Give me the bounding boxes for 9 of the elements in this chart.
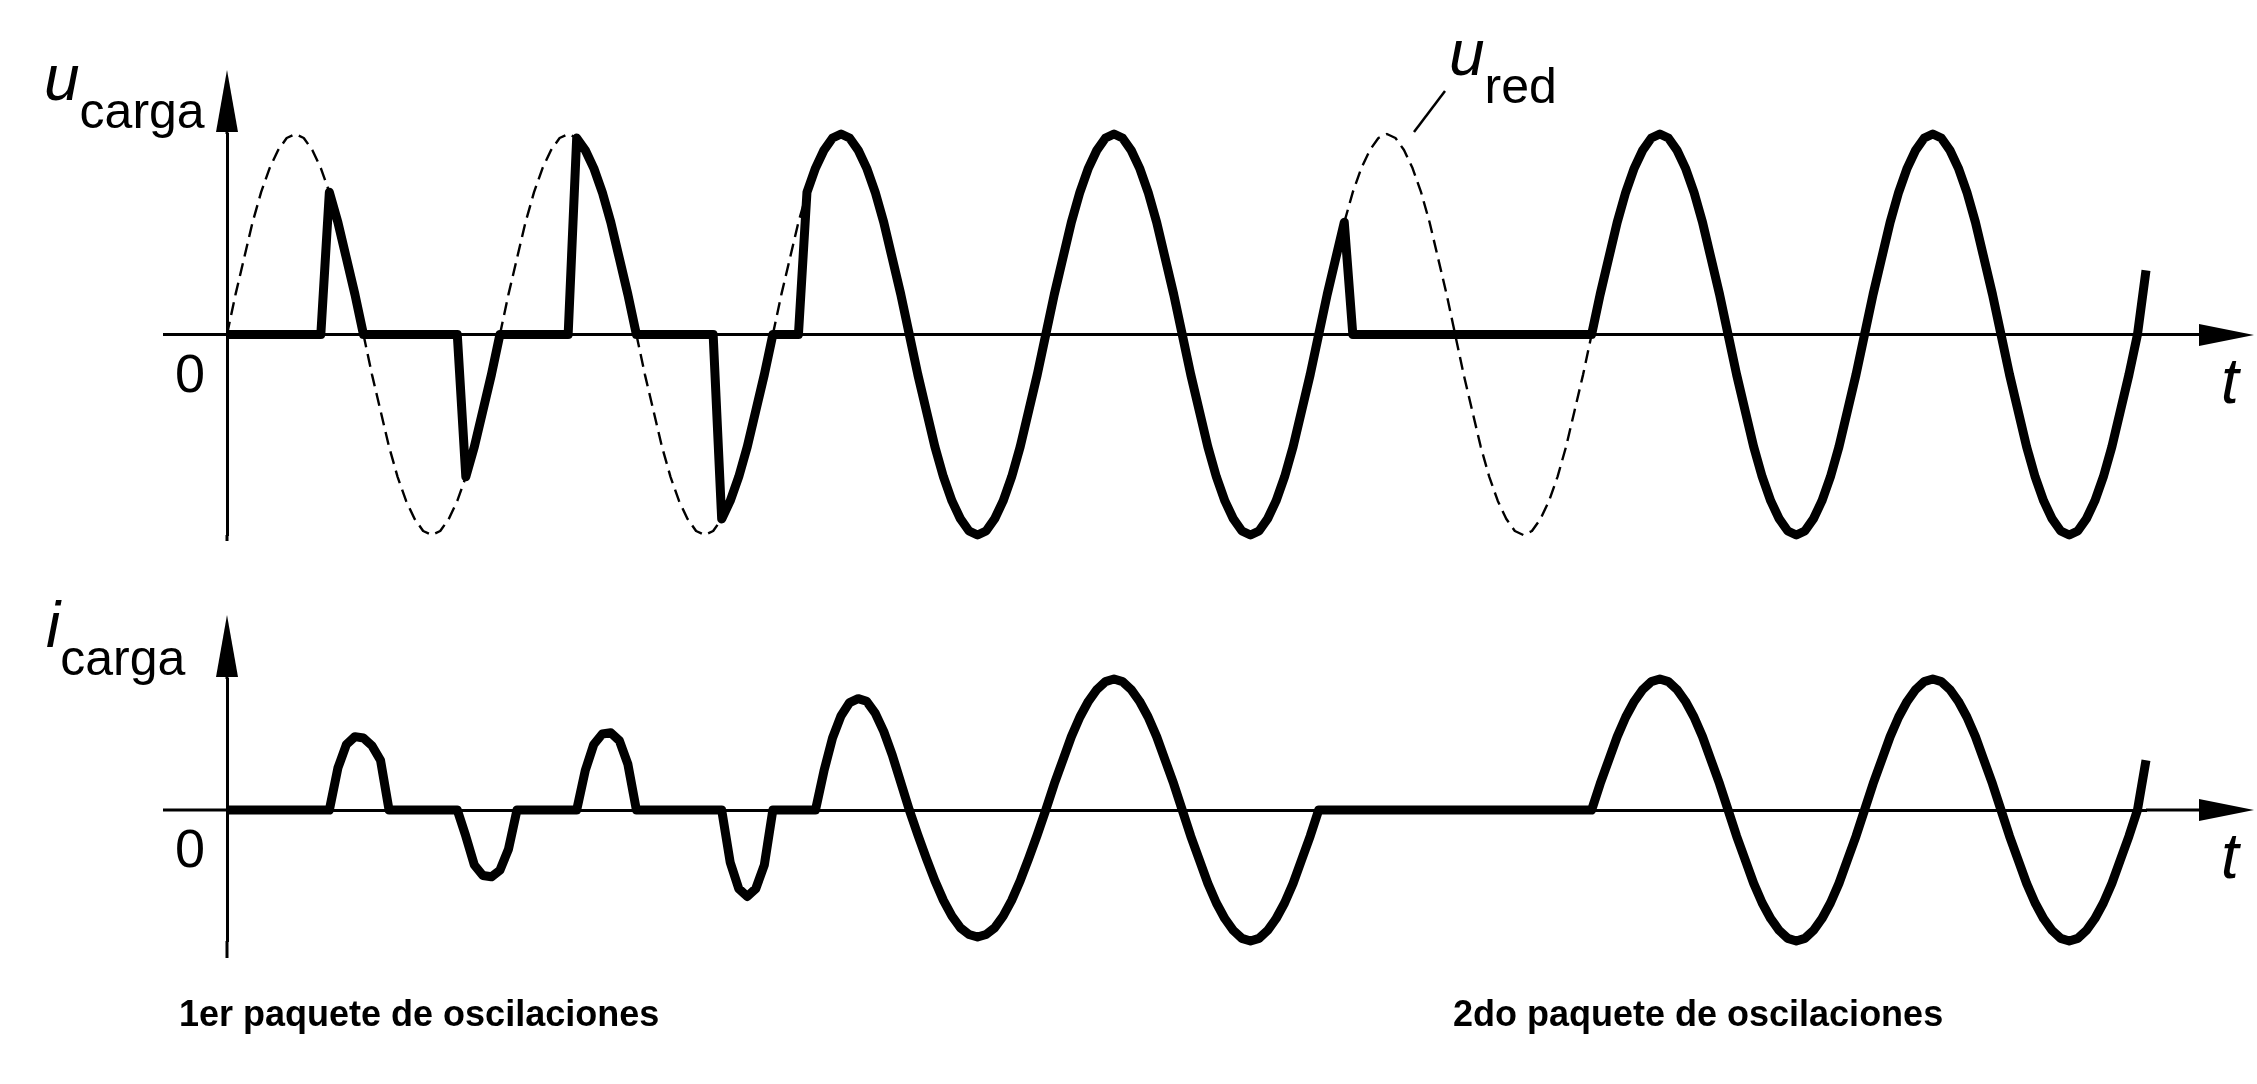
text: 0 — [175, 818, 206, 878]
text: 2do paquete de oscilaciones — [1453, 993, 1944, 1034]
y-axis-title: u$_{carga}$ — [44, 42, 205, 139]
y-axis-title: i$_{carga}$ — [46, 589, 186, 686]
text: 1er paquete de oscilaciones — [179, 993, 660, 1034]
series-label: u$_{red}$ — [1448, 17, 1557, 114]
x-axis-title: t — [2221, 820, 2239, 892]
x-axis-title: t — [2221, 344, 2239, 417]
text: 0 — [175, 342, 206, 403]
